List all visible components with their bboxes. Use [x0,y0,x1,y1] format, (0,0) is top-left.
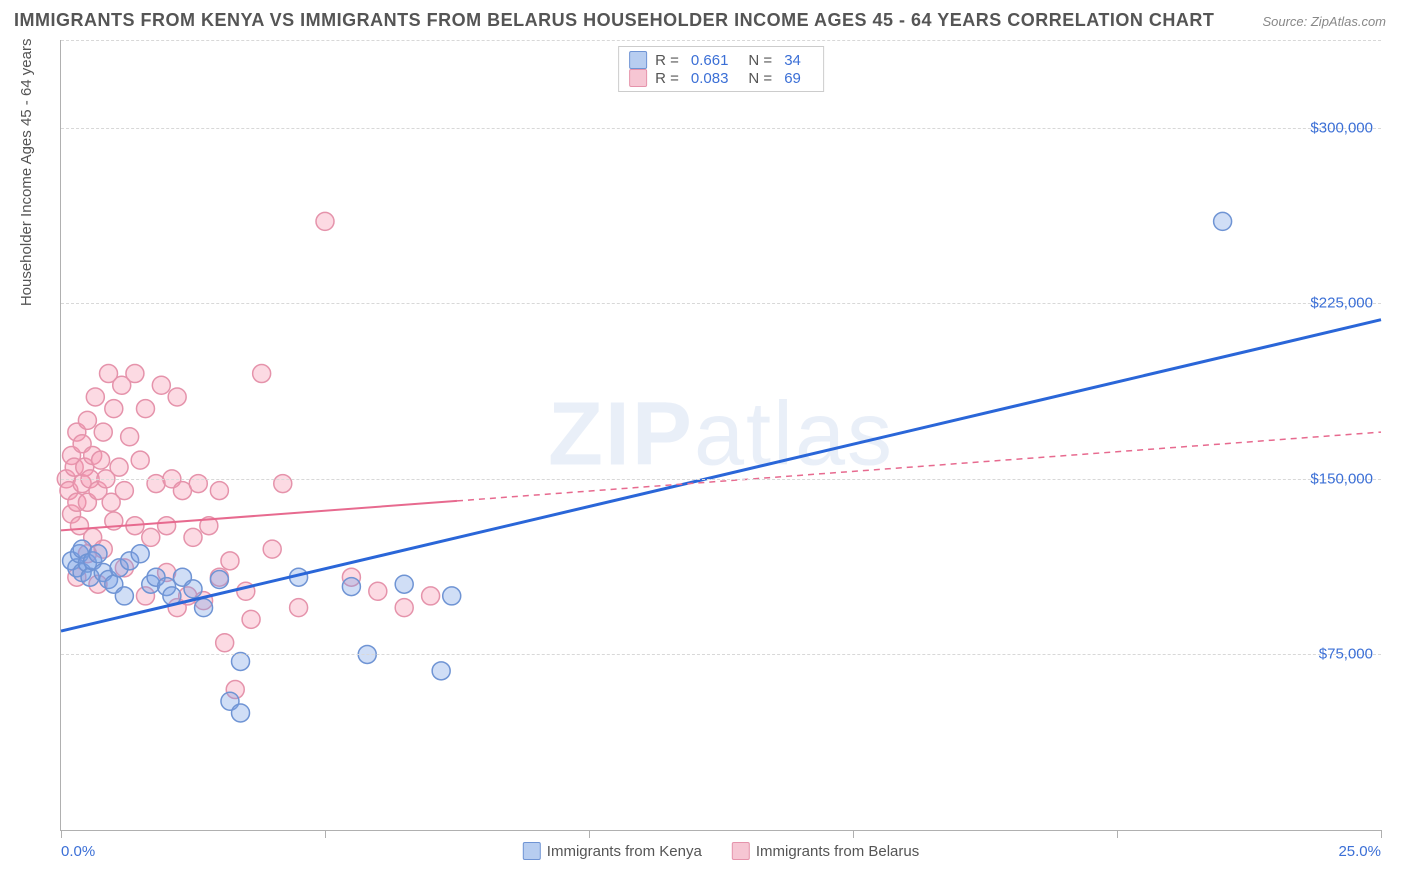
data-point [210,571,228,589]
data-point [152,376,170,394]
data-point [274,475,292,493]
stat-legend-row-belarus: R = 0.083 N = 69 [629,69,813,87]
data-point [316,212,334,230]
stat-legend: R = 0.661 N = 34 R = 0.083 N = 69 [618,46,824,92]
data-point [184,580,202,598]
grid-line [61,40,1381,41]
data-point [121,428,139,446]
data-point [210,482,228,500]
legend-swatch-belarus [732,842,750,860]
data-point [263,540,281,558]
stat-r-label: R = [655,52,679,69]
chart-title: IMMIGRANTS FROM KENYA VS IMMIGRANTS FROM… [14,10,1214,31]
legend-item-belarus: Immigrants from Belarus [732,842,919,860]
data-point [221,552,239,570]
data-point [105,400,123,418]
data-point [342,578,360,596]
data-point [189,475,207,493]
x-tick [1381,830,1382,838]
x-tick [61,830,62,838]
scatter-plot-svg [61,40,1381,830]
data-point [242,610,260,628]
data-point [232,704,250,722]
data-point [184,528,202,546]
y-tick-label: $150,000 [1310,470,1373,487]
data-point [432,662,450,680]
data-point [195,599,213,617]
y-tick-label: $300,000 [1310,119,1373,136]
stat-r-kenya: 0.661 [691,52,729,69]
x-axis-min-label: 0.0% [61,843,95,860]
data-point [142,528,160,546]
data-point [126,365,144,383]
swatch-belarus [629,69,647,87]
grid-line [61,303,1381,304]
stat-n-kenya: 34 [784,52,801,69]
data-point [86,388,104,406]
bottom-legend: Immigrants from Kenya Immigrants from Be… [523,842,919,860]
x-tick [853,830,854,838]
data-point [369,582,387,600]
grid-line [61,479,1381,480]
stat-n-label: N = [748,52,772,69]
y-axis-title: Householder Income Ages 45 - 64 years [18,39,35,307]
x-axis-max-label: 25.0% [1338,843,1381,860]
legend-swatch-kenya [523,842,541,860]
stat-legend-row-kenya: R = 0.661 N = 34 [629,51,813,69]
data-point [115,587,133,605]
source-attribution: Source: ZipAtlas.com [1262,14,1386,29]
y-tick-label: $75,000 [1319,646,1373,663]
y-tick-label: $225,000 [1310,295,1373,312]
stat-r-belarus: 0.083 [691,70,729,87]
swatch-kenya [629,51,647,69]
x-tick [325,830,326,838]
data-point [136,400,154,418]
x-tick [589,830,590,838]
grid-line [61,654,1381,655]
data-point [110,458,128,476]
data-point [1214,212,1232,230]
data-point [131,451,149,469]
data-point [216,634,234,652]
data-point [395,575,413,593]
data-point [115,482,133,500]
data-point [158,517,176,535]
data-point [89,545,107,563]
data-point [395,599,413,617]
data-point [422,587,440,605]
grid-line [61,128,1381,129]
stat-n-label: N = [748,70,772,87]
data-point [443,587,461,605]
legend-label-belarus: Immigrants from Belarus [756,843,919,860]
stat-n-belarus: 69 [784,70,801,87]
data-point [94,423,112,441]
trend-line-dashed [457,432,1381,501]
data-point [78,411,96,429]
legend-label-kenya: Immigrants from Kenya [547,843,702,860]
stat-r-label: R = [655,70,679,87]
data-point [92,451,110,469]
data-point [168,388,186,406]
chart-area: ZIPatlas R = 0.661 N = 34 R = 0.083 N = … [60,40,1381,831]
legend-item-kenya: Immigrants from Kenya [523,842,702,860]
data-point [253,365,271,383]
data-point [290,599,308,617]
x-tick [1117,830,1118,838]
data-point [131,545,149,563]
